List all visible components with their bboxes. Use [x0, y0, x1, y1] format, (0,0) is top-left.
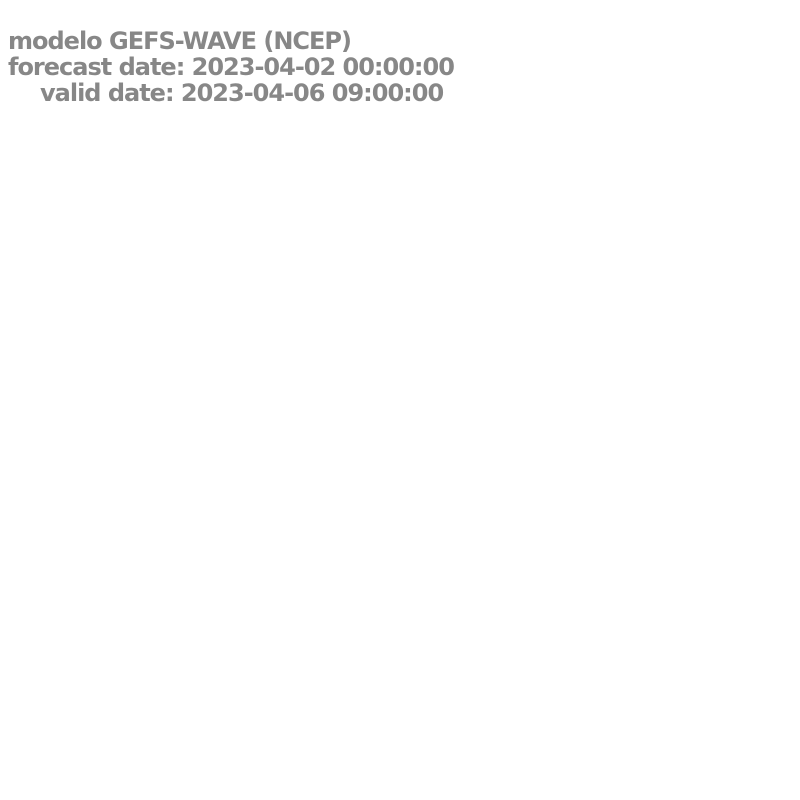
valid-date: valid date: 2023-04-06 09:00:00 — [40, 79, 444, 107]
model-title: modelo GEFS-WAVE (NCEP) — [8, 27, 352, 55]
forecast-date: forecast date: 2023-04-02 00:00:00 — [8, 53, 455, 81]
